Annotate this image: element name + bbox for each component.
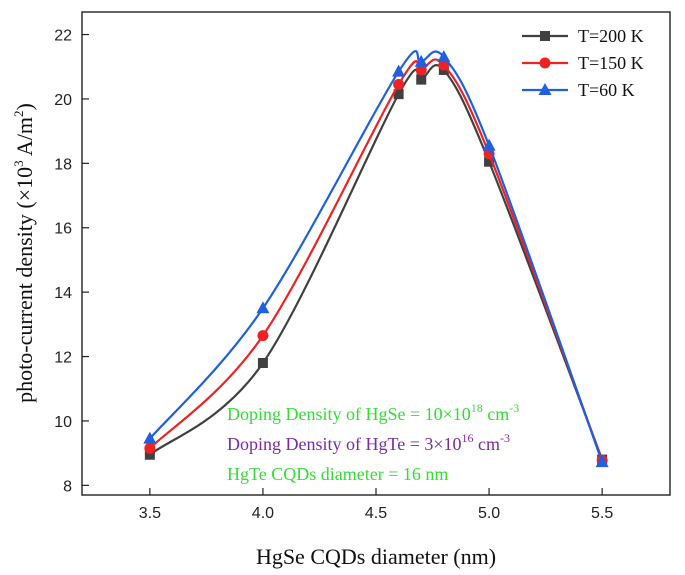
x-tick-label: 3.5 [139, 505, 161, 522]
y-axis-title-exp: 3 [11, 160, 26, 167]
y-axis-title-unit-exp: 2 [11, 110, 26, 117]
data-point [595, 455, 609, 468]
legend-label: T=60 K [578, 80, 635, 100]
annotation-unit-sup: -3 [500, 431, 510, 445]
data-point [257, 357, 268, 368]
series-line [149, 50, 604, 463]
data-point [144, 449, 155, 460]
data-point [143, 431, 157, 444]
legend-item: T=200 K [522, 26, 644, 46]
series-line [149, 58, 604, 461]
legend: T=200 K T=150 K T=60 K [522, 26, 644, 100]
legend-item: T=150 K [522, 53, 644, 73]
annotation-base: Doping Density of HgTe = 3×10 [227, 434, 462, 454]
data-point [482, 138, 496, 151]
y-tick-label: 14 [54, 285, 72, 302]
annotation-sup: 18 [471, 401, 483, 415]
y-axis-title-main: photo-current density (×10 [12, 167, 37, 403]
y-axis-ticks: 8 10 12 14 16 18 20 22 [54, 28, 89, 495]
legend-item: T=60 K [522, 80, 635, 100]
y-tick-label: 22 [54, 28, 72, 45]
y-tick-label: 10 [54, 414, 72, 431]
y-axis-title: photo-current density (×103 A/m2) [11, 103, 37, 403]
legend-label: T=150 K [578, 53, 644, 73]
annotation-unit: cm [474, 434, 501, 454]
data-point [438, 59, 450, 71]
y-tick-label: 16 [54, 221, 72, 238]
data-point [437, 50, 451, 63]
series-3 [143, 50, 609, 468]
data-point [414, 54, 428, 67]
annotation-base: HgTe CQDs diameter = 16 nm [227, 464, 448, 484]
data-point [415, 64, 427, 76]
x-tick-label: 5.5 [591, 505, 613, 522]
annotations: Doping Density of HgSe = 10×1018 cm-3Dop… [227, 401, 519, 484]
y-tick-label: 20 [54, 92, 72, 109]
y-tick-label: 12 [54, 350, 72, 367]
data-point [256, 301, 270, 314]
y-tick-label: 8 [63, 478, 72, 495]
annotation-unit-sup: -3 [509, 401, 519, 415]
x-axis-title: HgSe CQDs diameter (nm) [256, 544, 496, 569]
x-tick-label: 4.0 [252, 505, 274, 522]
data-point [484, 156, 495, 167]
legend-marker [539, 57, 551, 69]
legend-marker [538, 83, 552, 95]
data-point [144, 442, 156, 454]
data-point [416, 74, 427, 85]
data-point [257, 330, 269, 342]
data-point [393, 78, 405, 90]
legend-label: T=200 K [578, 26, 644, 46]
y-axis-title-unit: A/m [12, 117, 37, 160]
x-tick-label: 5.0 [478, 505, 500, 522]
data-point [393, 89, 404, 100]
annotation-text: HgTe CQDs diameter = 16 nm [227, 464, 448, 484]
y-tick-label: 18 [54, 156, 72, 173]
y-axis-title-close: ) [12, 103, 37, 110]
x-tick-label: 4.5 [365, 505, 387, 522]
annotation-unit: cm [483, 404, 510, 424]
x-axis-ticks: 3.5 4.0 4.5 5.0 5.5 [139, 488, 613, 522]
data-point [392, 64, 406, 77]
series-layer [143, 50, 609, 468]
annotation-base: Doping Density of HgSe = 10×10 [227, 404, 471, 424]
legend-marker [540, 31, 550, 41]
annotation-text: Doping Density of HgTe = 3×1016 cm-3 [227, 431, 510, 454]
annotation-sup: 16 [462, 431, 474, 445]
annotation-text: Doping Density of HgSe = 10×1018 cm-3 [227, 401, 519, 424]
